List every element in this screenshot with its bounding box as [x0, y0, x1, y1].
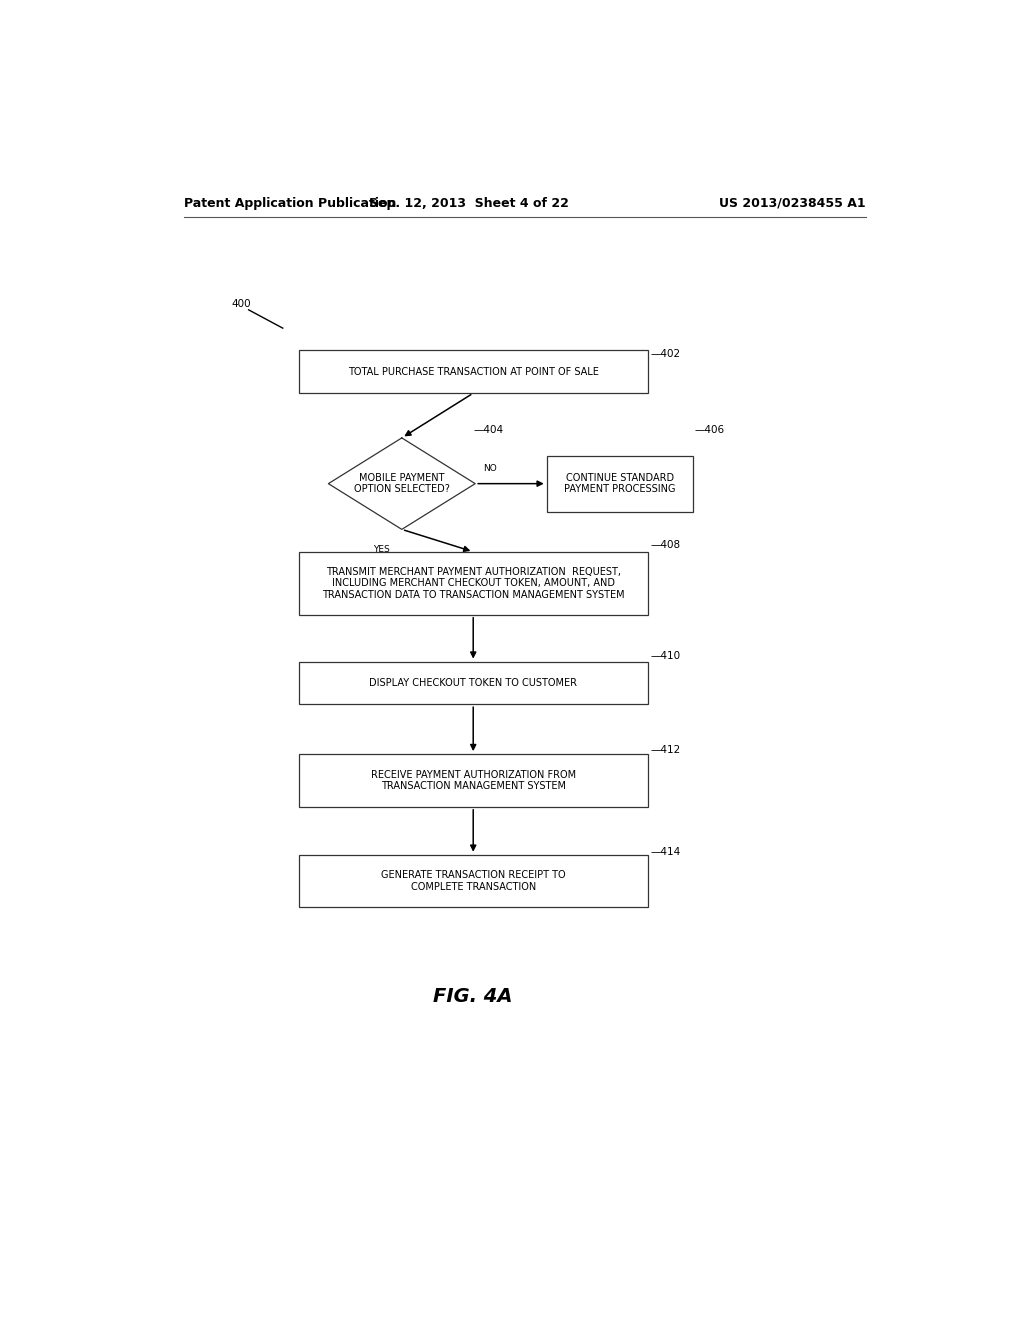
Text: —406: —406 [694, 425, 725, 434]
Text: —414: —414 [650, 846, 680, 857]
Text: MOBILE PAYMENT
OPTION SELECTED?: MOBILE PAYMENT OPTION SELECTED? [354, 473, 450, 495]
Polygon shape [329, 438, 475, 529]
Text: —410: —410 [650, 652, 680, 661]
Text: Sep. 12, 2013  Sheet 4 of 22: Sep. 12, 2013 Sheet 4 of 22 [370, 197, 569, 210]
Text: TRANSMIT MERCHANT PAYMENT AUTHORIZATION  REQUEST,
INCLUDING MERCHANT CHECKOUT TO: TRANSMIT MERCHANT PAYMENT AUTHORIZATION … [322, 566, 625, 599]
Text: —408: —408 [650, 540, 680, 549]
Bar [299, 351, 648, 393]
Text: TOTAL PURCHASE TRANSACTION AT POINT OF SALE: TOTAL PURCHASE TRANSACTION AT POINT OF S… [348, 367, 599, 376]
Text: CONTINUE STANDARD
PAYMENT PROCESSING: CONTINUE STANDARD PAYMENT PROCESSING [564, 473, 676, 495]
Bar [299, 854, 648, 907]
Text: 400: 400 [231, 298, 251, 309]
Bar [299, 754, 648, 807]
Text: GENERATE TRANSACTION RECEIPT TO
COMPLETE TRANSACTION: GENERATE TRANSACTION RECEIPT TO COMPLETE… [381, 870, 565, 892]
Text: US 2013/0238455 A1: US 2013/0238455 A1 [720, 197, 866, 210]
Text: YES: YES [374, 545, 390, 553]
Text: FIG. 4A: FIG. 4A [433, 987, 513, 1006]
Text: DISPLAY CHECKOUT TOKEN TO CUSTOMER: DISPLAY CHECKOUT TOKEN TO CUSTOMER [370, 678, 578, 688]
Text: —402: —402 [650, 348, 680, 359]
Bar [299, 552, 648, 615]
Text: Patent Application Publication: Patent Application Publication [183, 197, 396, 210]
Text: NO: NO [483, 465, 497, 474]
Text: —404: —404 [473, 425, 504, 434]
Bar [547, 455, 693, 512]
Text: RECEIVE PAYMENT AUTHORIZATION FROM
TRANSACTION MANAGEMENT SYSTEM: RECEIVE PAYMENT AUTHORIZATION FROM TRANS… [371, 770, 575, 791]
Bar [299, 661, 648, 704]
Text: —412: —412 [650, 744, 680, 755]
